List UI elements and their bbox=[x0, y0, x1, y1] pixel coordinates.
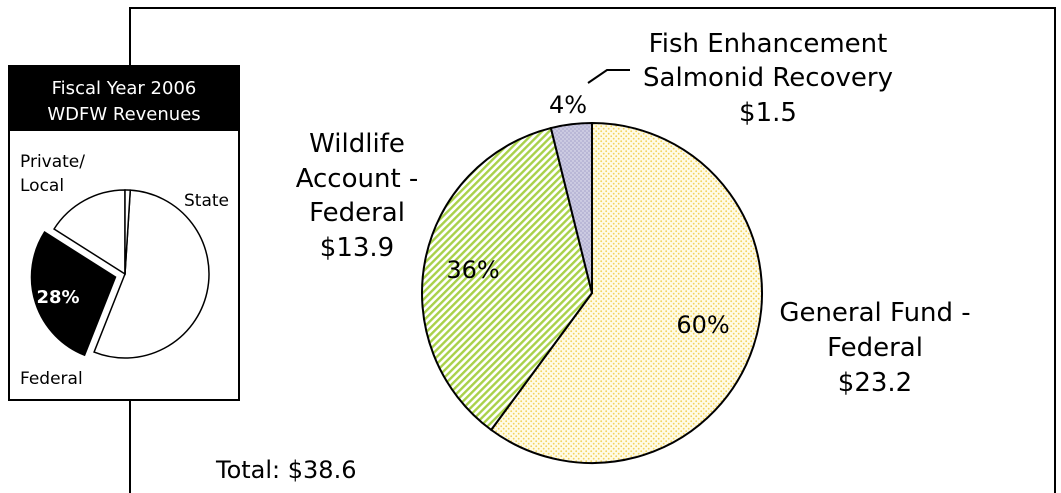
slice-label-wildlife-line3: Federal bbox=[309, 198, 405, 228]
total-label: Total: $38.6 bbox=[215, 456, 356, 484]
slice-amount-fish: $1.5 bbox=[739, 98, 797, 128]
inset-title-line2: WDFW Revenues bbox=[47, 104, 200, 125]
inset-label-federal: Federal bbox=[20, 369, 83, 389]
inset-slice-federal bbox=[30, 231, 117, 357]
slice-percent-fish: 4% bbox=[549, 91, 587, 119]
inset-title-bar bbox=[9, 66, 239, 131]
slice-percent-wildlife: 36% bbox=[446, 256, 499, 284]
inset-slice-divider bbox=[124, 189, 132, 275]
inset-slice-private-local bbox=[53, 189, 126, 276]
main-pie bbox=[421, 121, 763, 464]
leader-line-fish bbox=[587, 69, 630, 84]
slice-label-fish-line1: Fish Enhancement bbox=[649, 29, 888, 59]
pie-slice-fish-enhancement-salmonid-recovery bbox=[549, 121, 593, 294]
inset-panel: Fiscal Year 2006 WDFW Revenues Private/ … bbox=[8, 65, 240, 401]
slice-label-wildlife-line2: Account - bbox=[296, 164, 419, 194]
slice-label-general-line2: Federal bbox=[827, 333, 923, 363]
main-pie-labels: Fish Enhancement Salmonid Recovery $1.5 … bbox=[215, 29, 971, 484]
slice-label-fish-line2: Salmonid Recovery bbox=[643, 63, 893, 93]
inset-slice-state bbox=[93, 189, 210, 359]
slice-amount-wildlife: $13.9 bbox=[320, 233, 394, 263]
inset-pie bbox=[30, 189, 210, 359]
pie-slice-general-fund-federal bbox=[489, 121, 763, 464]
pie-slice-wildlife-account-federal bbox=[421, 126, 594, 432]
inset-label-private-line2: Local bbox=[20, 176, 64, 196]
inset-label-state: State bbox=[184, 191, 229, 211]
inset-percent-federal: 28% bbox=[36, 287, 79, 308]
inset-label-private-line1: Private/ bbox=[20, 152, 85, 172]
slice-percent-general: 60% bbox=[676, 311, 729, 339]
slice-label-wildlife-line1: Wildlife bbox=[309, 129, 405, 159]
slice-amount-general: $23.2 bbox=[838, 368, 912, 398]
inset-title-line1: Fiscal Year 2006 bbox=[52, 78, 197, 99]
slice-label-general-line1: General Fund - bbox=[779, 298, 970, 328]
